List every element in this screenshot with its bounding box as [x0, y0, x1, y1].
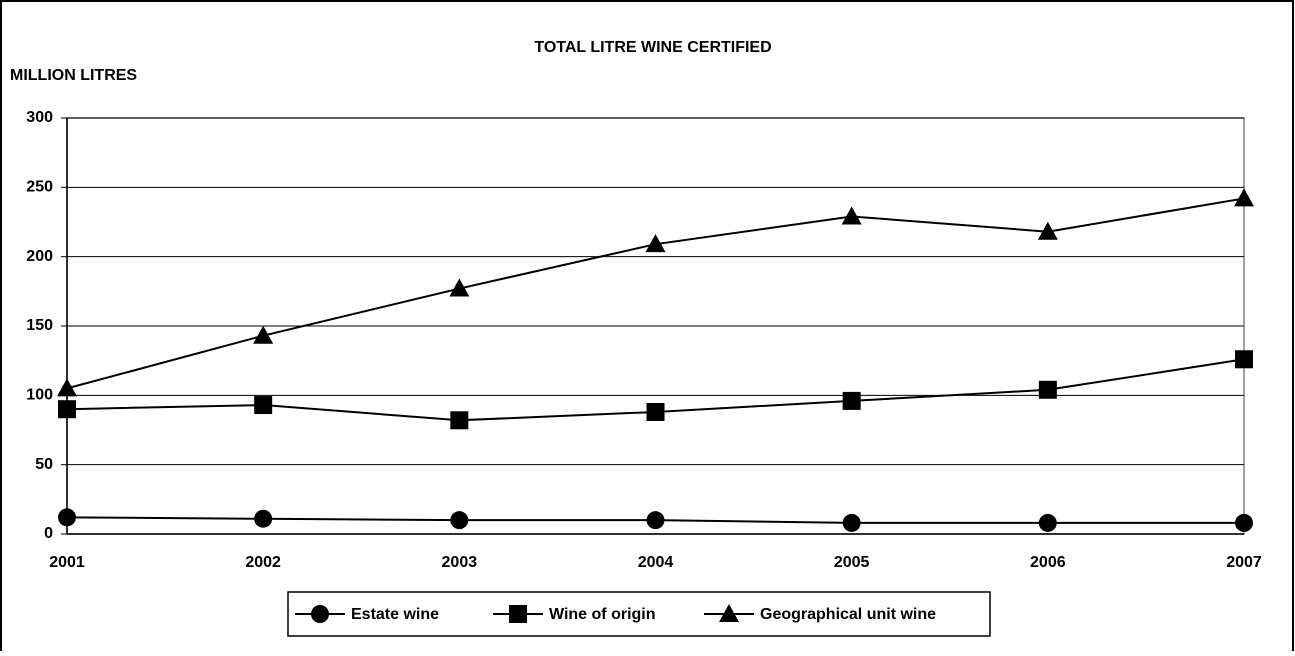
- marker: [646, 402, 665, 421]
- y-tick-label: 250: [26, 179, 53, 196]
- marker: [841, 206, 862, 225]
- marker: [1038, 513, 1057, 532]
- marker: [646, 511, 665, 530]
- marker: [253, 325, 274, 344]
- marker: [1235, 513, 1253, 532]
- marker: [1234, 188, 1254, 207]
- marker: [57, 378, 77, 397]
- marker: [1235, 350, 1253, 369]
- legend-box: [287, 591, 991, 637]
- marker: [842, 391, 861, 410]
- marker: [254, 509, 273, 528]
- y-tick-label: 300: [26, 109, 53, 126]
- marker: [449, 278, 470, 297]
- marker: [1037, 221, 1058, 240]
- marker: [719, 604, 739, 622]
- x-tick-label: 2004: [638, 554, 674, 571]
- x-tick-label: 2005: [834, 554, 870, 571]
- y-tick-label: 100: [26, 387, 53, 404]
- y-tick-label: 150: [26, 317, 53, 334]
- x-tick-label: 2006: [1030, 554, 1066, 571]
- y-tick-label: 200: [26, 248, 53, 265]
- marker: [311, 605, 329, 623]
- marker: [1038, 380, 1057, 399]
- marker: [645, 234, 666, 253]
- marker: [58, 400, 76, 419]
- y-tick-label: 0: [44, 525, 53, 542]
- x-tick-label: 2002: [245, 554, 281, 571]
- y-axis-label: MILLION LITRES: [10, 67, 137, 84]
- chart-title: TOTAL LITRE WINE CERTIFIED: [534, 39, 771, 56]
- marker: [450, 411, 469, 430]
- x-tick-label: 2007: [1226, 554, 1262, 571]
- marker: [450, 511, 469, 530]
- x-tick-label: 2003: [442, 554, 478, 571]
- marker: [254, 396, 273, 415]
- y-tick-label: 50: [35, 456, 53, 473]
- marker: [842, 513, 861, 532]
- marker: [58, 508, 76, 527]
- legend-label: Estate wine: [351, 606, 439, 623]
- marker: [509, 605, 527, 623]
- legend-label: Geographical unit wine: [760, 606, 936, 623]
- x-tick-label: 2001: [49, 554, 85, 571]
- legend-label: Wine of origin: [549, 606, 656, 623]
